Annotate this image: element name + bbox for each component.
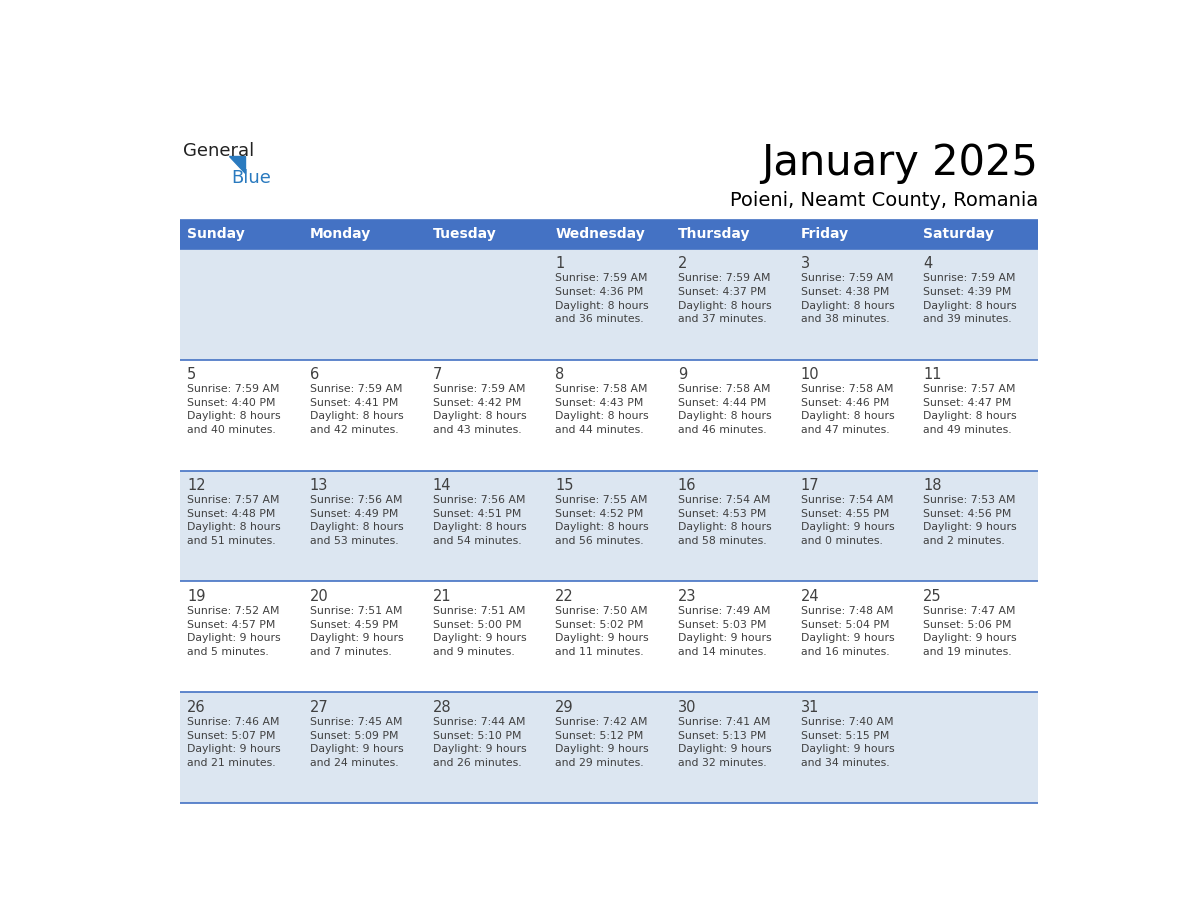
Text: Sunrise: 7:57 AM
Sunset: 4:48 PM
Daylight: 8 hours
and 51 minutes.: Sunrise: 7:57 AM Sunset: 4:48 PM Dayligh… bbox=[188, 495, 280, 546]
Bar bbox=[916, 219, 1038, 249]
Text: 21: 21 bbox=[432, 589, 451, 604]
Text: Sunrise: 7:55 AM
Sunset: 4:52 PM
Daylight: 8 hours
and 56 minutes.: Sunrise: 7:55 AM Sunset: 4:52 PM Dayligh… bbox=[555, 495, 649, 546]
Bar bbox=[425, 219, 548, 249]
Text: 4: 4 bbox=[923, 256, 933, 272]
Text: 27: 27 bbox=[310, 700, 329, 715]
Text: 18: 18 bbox=[923, 478, 942, 493]
Text: 23: 23 bbox=[678, 589, 696, 604]
Text: 31: 31 bbox=[801, 700, 819, 715]
Text: Tuesday: Tuesday bbox=[432, 227, 497, 241]
Text: Sunrise: 7:59 AM
Sunset: 4:41 PM
Daylight: 8 hours
and 42 minutes.: Sunrise: 7:59 AM Sunset: 4:41 PM Dayligh… bbox=[310, 385, 404, 435]
Text: Sunrise: 7:41 AM
Sunset: 5:13 PM
Daylight: 9 hours
and 32 minutes.: Sunrise: 7:41 AM Sunset: 5:13 PM Dayligh… bbox=[678, 717, 771, 767]
Text: 1: 1 bbox=[555, 256, 564, 272]
Text: Sunrise: 7:57 AM
Sunset: 4:47 PM
Daylight: 8 hours
and 49 minutes.: Sunrise: 7:57 AM Sunset: 4:47 PM Dayligh… bbox=[923, 385, 1017, 435]
Text: Sunrise: 7:45 AM
Sunset: 5:09 PM
Daylight: 9 hours
and 24 minutes.: Sunrise: 7:45 AM Sunset: 5:09 PM Dayligh… bbox=[310, 717, 404, 767]
Text: Blue: Blue bbox=[230, 169, 271, 187]
Text: Sunrise: 7:59 AM
Sunset: 4:38 PM
Daylight: 8 hours
and 38 minutes.: Sunrise: 7:59 AM Sunset: 4:38 PM Dayligh… bbox=[801, 274, 895, 324]
Text: Sunrise: 7:44 AM
Sunset: 5:10 PM
Daylight: 9 hours
and 26 minutes.: Sunrise: 7:44 AM Sunset: 5:10 PM Dayligh… bbox=[432, 717, 526, 767]
Text: Sunrise: 7:50 AM
Sunset: 5:02 PM
Daylight: 9 hours
and 11 minutes.: Sunrise: 7:50 AM Sunset: 5:02 PM Dayligh… bbox=[555, 606, 649, 657]
Text: 14: 14 bbox=[432, 478, 451, 493]
Text: 17: 17 bbox=[801, 478, 820, 493]
Text: 5: 5 bbox=[188, 367, 196, 382]
Text: Sunrise: 7:52 AM
Sunset: 4:57 PM
Daylight: 9 hours
and 5 minutes.: Sunrise: 7:52 AM Sunset: 4:57 PM Dayligh… bbox=[188, 606, 280, 657]
Bar bbox=[670, 219, 792, 249]
Text: Sunrise: 7:59 AM
Sunset: 4:39 PM
Daylight: 8 hours
and 39 minutes.: Sunrise: 7:59 AM Sunset: 4:39 PM Dayligh… bbox=[923, 274, 1017, 324]
Text: 2: 2 bbox=[678, 256, 688, 272]
Text: Saturday: Saturday bbox=[923, 227, 994, 241]
Bar bbox=[548, 219, 670, 249]
Text: Sunrise: 7:51 AM
Sunset: 4:59 PM
Daylight: 9 hours
and 7 minutes.: Sunrise: 7:51 AM Sunset: 4:59 PM Dayligh… bbox=[310, 606, 404, 657]
Text: Thursday: Thursday bbox=[678, 227, 751, 241]
Bar bbox=[302, 219, 425, 249]
Bar bbox=[179, 581, 1038, 692]
Text: Sunrise: 7:54 AM
Sunset: 4:53 PM
Daylight: 8 hours
and 58 minutes.: Sunrise: 7:54 AM Sunset: 4:53 PM Dayligh… bbox=[678, 495, 771, 546]
Text: January 2025: January 2025 bbox=[762, 142, 1038, 185]
Bar bbox=[179, 692, 1038, 803]
Text: 6: 6 bbox=[310, 367, 320, 382]
Text: Sunrise: 7:58 AM
Sunset: 4:44 PM
Daylight: 8 hours
and 46 minutes.: Sunrise: 7:58 AM Sunset: 4:44 PM Dayligh… bbox=[678, 385, 771, 435]
Text: Sunrise: 7:54 AM
Sunset: 4:55 PM
Daylight: 9 hours
and 0 minutes.: Sunrise: 7:54 AM Sunset: 4:55 PM Dayligh… bbox=[801, 495, 895, 546]
Text: 9: 9 bbox=[678, 367, 687, 382]
Text: 16: 16 bbox=[678, 478, 696, 493]
Text: Sunrise: 7:56 AM
Sunset: 4:49 PM
Daylight: 8 hours
and 53 minutes.: Sunrise: 7:56 AM Sunset: 4:49 PM Dayligh… bbox=[310, 495, 404, 546]
Text: 29: 29 bbox=[555, 700, 574, 715]
Text: 7: 7 bbox=[432, 367, 442, 382]
Text: Sunrise: 7:59 AM
Sunset: 4:40 PM
Daylight: 8 hours
and 40 minutes.: Sunrise: 7:59 AM Sunset: 4:40 PM Dayligh… bbox=[188, 385, 280, 435]
Bar bbox=[179, 219, 302, 249]
Text: 25: 25 bbox=[923, 589, 942, 604]
Text: Poieni, Neamt County, Romania: Poieni, Neamt County, Romania bbox=[729, 191, 1038, 210]
Text: Sunrise: 7:48 AM
Sunset: 5:04 PM
Daylight: 9 hours
and 16 minutes.: Sunrise: 7:48 AM Sunset: 5:04 PM Dayligh… bbox=[801, 606, 895, 657]
Text: 30: 30 bbox=[678, 700, 696, 715]
Text: 13: 13 bbox=[310, 478, 328, 493]
Text: Wednesday: Wednesday bbox=[555, 227, 645, 241]
Text: Sunrise: 7:59 AM
Sunset: 4:36 PM
Daylight: 8 hours
and 36 minutes.: Sunrise: 7:59 AM Sunset: 4:36 PM Dayligh… bbox=[555, 274, 649, 324]
Text: 12: 12 bbox=[188, 478, 206, 493]
Text: Sunrise: 7:56 AM
Sunset: 4:51 PM
Daylight: 8 hours
and 54 minutes.: Sunrise: 7:56 AM Sunset: 4:51 PM Dayligh… bbox=[432, 495, 526, 546]
Text: Sunrise: 7:59 AM
Sunset: 4:42 PM
Daylight: 8 hours
and 43 minutes.: Sunrise: 7:59 AM Sunset: 4:42 PM Dayligh… bbox=[432, 385, 526, 435]
Text: Sunrise: 7:51 AM
Sunset: 5:00 PM
Daylight: 9 hours
and 9 minutes.: Sunrise: 7:51 AM Sunset: 5:00 PM Dayligh… bbox=[432, 606, 526, 657]
Bar bbox=[179, 249, 1038, 360]
Bar bbox=[179, 360, 1038, 471]
Bar bbox=[792, 219, 916, 249]
Text: Sunrise: 7:42 AM
Sunset: 5:12 PM
Daylight: 9 hours
and 29 minutes.: Sunrise: 7:42 AM Sunset: 5:12 PM Dayligh… bbox=[555, 717, 649, 767]
Text: Sunrise: 7:40 AM
Sunset: 5:15 PM
Daylight: 9 hours
and 34 minutes.: Sunrise: 7:40 AM Sunset: 5:15 PM Dayligh… bbox=[801, 717, 895, 767]
Text: Sunrise: 7:47 AM
Sunset: 5:06 PM
Daylight: 9 hours
and 19 minutes.: Sunrise: 7:47 AM Sunset: 5:06 PM Dayligh… bbox=[923, 606, 1017, 657]
Text: 24: 24 bbox=[801, 589, 820, 604]
Text: General: General bbox=[183, 142, 254, 161]
Bar bbox=[179, 471, 1038, 581]
Text: Sunrise: 7:58 AM
Sunset: 4:46 PM
Daylight: 8 hours
and 47 minutes.: Sunrise: 7:58 AM Sunset: 4:46 PM Dayligh… bbox=[801, 385, 895, 435]
Text: Sunrise: 7:58 AM
Sunset: 4:43 PM
Daylight: 8 hours
and 44 minutes.: Sunrise: 7:58 AM Sunset: 4:43 PM Dayligh… bbox=[555, 385, 649, 435]
Text: 19: 19 bbox=[188, 589, 206, 604]
Text: Friday: Friday bbox=[801, 227, 848, 241]
Text: 8: 8 bbox=[555, 367, 564, 382]
Text: Monday: Monday bbox=[310, 227, 371, 241]
Text: 15: 15 bbox=[555, 478, 574, 493]
Text: 20: 20 bbox=[310, 589, 329, 604]
Text: Sunrise: 7:49 AM
Sunset: 5:03 PM
Daylight: 9 hours
and 14 minutes.: Sunrise: 7:49 AM Sunset: 5:03 PM Dayligh… bbox=[678, 606, 771, 657]
Text: 3: 3 bbox=[801, 256, 810, 272]
Polygon shape bbox=[229, 156, 245, 174]
Text: Sunday: Sunday bbox=[188, 227, 245, 241]
Text: 28: 28 bbox=[432, 700, 451, 715]
Text: 11: 11 bbox=[923, 367, 942, 382]
Text: Sunrise: 7:53 AM
Sunset: 4:56 PM
Daylight: 9 hours
and 2 minutes.: Sunrise: 7:53 AM Sunset: 4:56 PM Dayligh… bbox=[923, 495, 1017, 546]
Text: Sunrise: 7:46 AM
Sunset: 5:07 PM
Daylight: 9 hours
and 21 minutes.: Sunrise: 7:46 AM Sunset: 5:07 PM Dayligh… bbox=[188, 717, 280, 767]
Text: Sunrise: 7:59 AM
Sunset: 4:37 PM
Daylight: 8 hours
and 37 minutes.: Sunrise: 7:59 AM Sunset: 4:37 PM Dayligh… bbox=[678, 274, 771, 324]
Text: 22: 22 bbox=[555, 589, 574, 604]
Text: 10: 10 bbox=[801, 367, 820, 382]
Text: 26: 26 bbox=[188, 700, 206, 715]
